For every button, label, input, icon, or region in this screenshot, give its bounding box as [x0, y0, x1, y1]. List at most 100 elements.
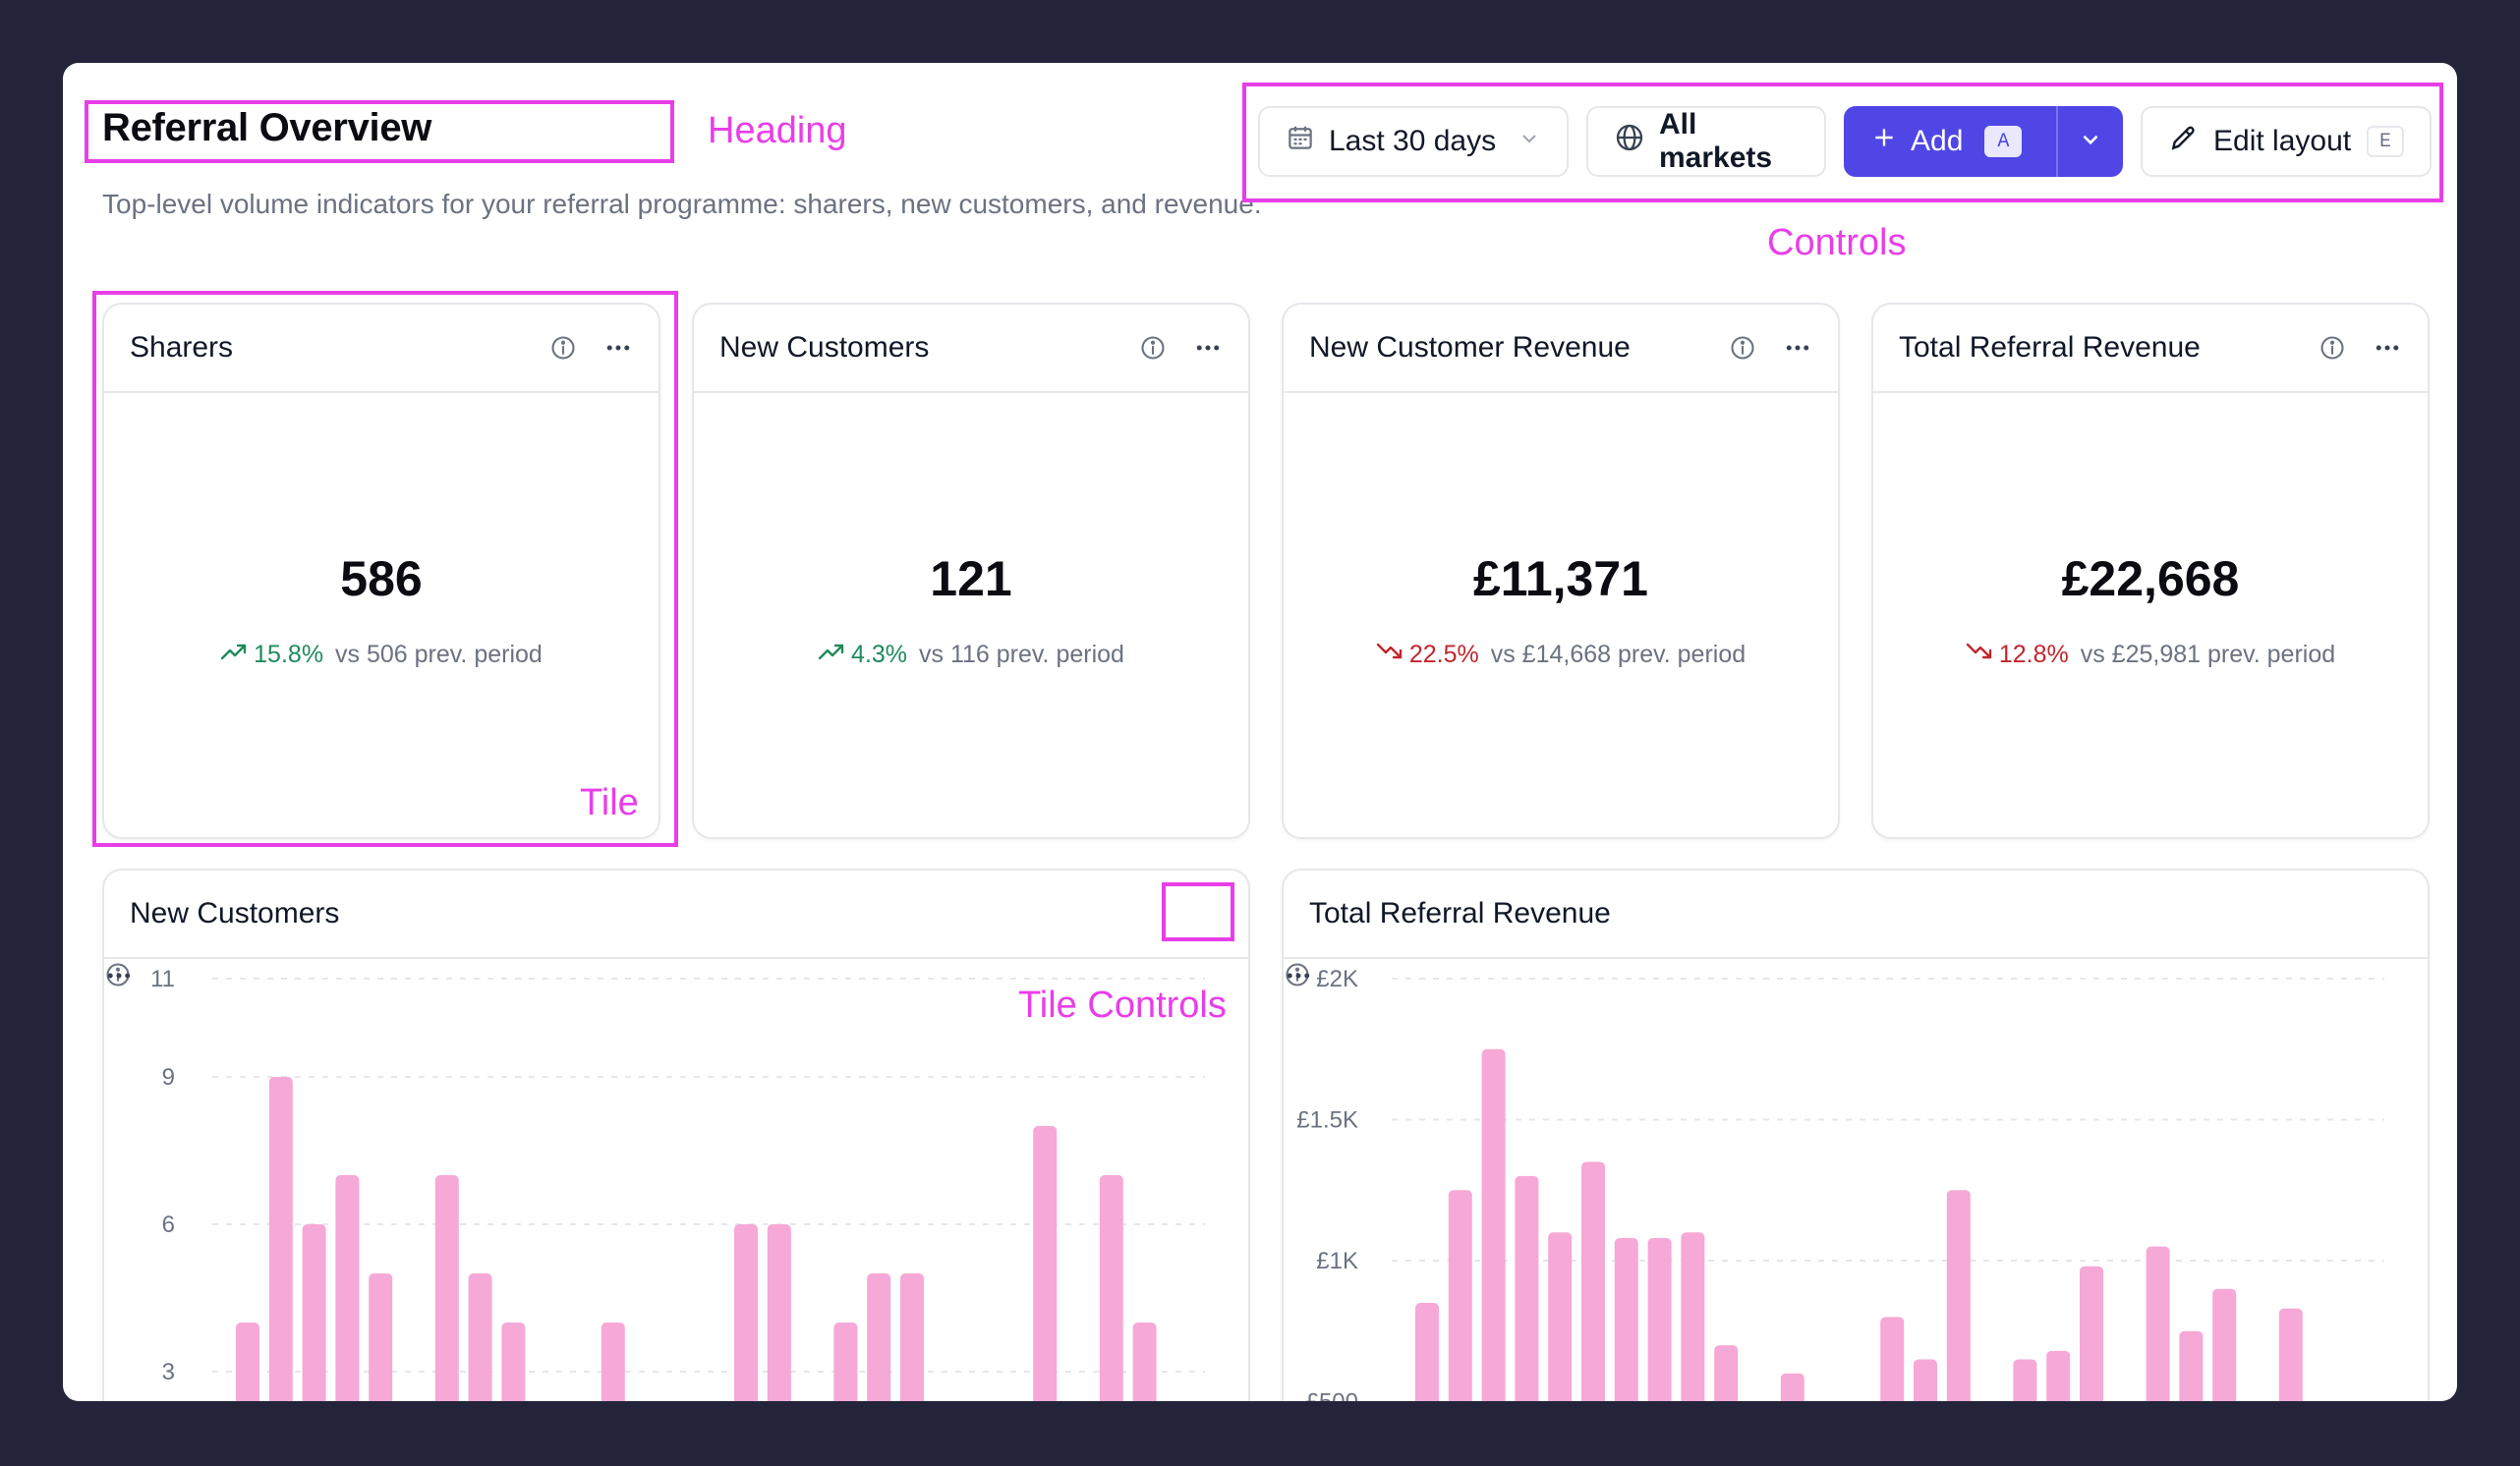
heading-annotation-box: [85, 100, 674, 163]
chart-bar[interactable]: [833, 1323, 858, 1401]
tile-title: New Customer Revenue: [1309, 331, 1631, 364]
chart-bar[interactable]: [1515, 1175, 1539, 1401]
page-description: Top-level volume indicators for your ref…: [102, 189, 1262, 219]
kpi-comparison: vs 116 prev. period: [919, 641, 1124, 668]
info-icon[interactable]: [1286, 899, 2347, 987]
chart-bar[interactable]: [1681, 1232, 1705, 1401]
chart-bar[interactable]: [302, 1224, 326, 1401]
chart-bar[interactable]: [1033, 1126, 1058, 1401]
chart-bar[interactable]: [1548, 1232, 1573, 1401]
chart-bar[interactable]: [1880, 1317, 1905, 1401]
chart-bar[interactable]: [1647, 1238, 1672, 1401]
chart-bar[interactable]: [2179, 1330, 2204, 1401]
chart-bar[interactable]: [2013, 1359, 2037, 1401]
markets-select[interactable]: All markets: [1586, 106, 1826, 177]
chart-bar[interactable]: [236, 1323, 259, 1401]
edit-layout-label: Edit layout: [2213, 125, 2352, 157]
chart-bar[interactable]: [601, 1323, 625, 1401]
tile-header: Total Referral Revenue: [1873, 305, 2428, 393]
tile-controls: [548, 333, 633, 363]
chart-bar[interactable]: [2212, 1288, 2237, 1401]
new-customers-bar-chart: 11 9 6 3: [150, 966, 1205, 1401]
more-options-icon[interactable]: [603, 333, 633, 363]
info-icon[interactable]: [2318, 333, 2347, 363]
chart-bar[interactable]: [1914, 1359, 1937, 1401]
more-options-icon[interactable]: [1783, 333, 1812, 363]
tile-title: Total Referral Revenue: [1899, 331, 2201, 364]
kpi-tile: New Customer Revenue £11,371 22.5%: [1282, 303, 1840, 839]
tile-controls: [1286, 899, 2402, 987]
kpi-comparison: vs 506 prev. period: [335, 641, 543, 668]
tile-title: Total Referral Revenue: [1309, 897, 1611, 930]
chart-bar[interactable]: [2080, 1266, 2103, 1401]
dashboard-window: Referral Overview Top-level volume indic…: [63, 63, 2457, 1401]
chart-bar[interactable]: [1581, 1161, 1605, 1401]
chart-bar[interactable]: [767, 1224, 791, 1401]
tile-header: New Customers: [104, 871, 1248, 987]
kpi-change-percent: 12.8%: [1998, 641, 2069, 668]
y-tick-label: £500: [1306, 1389, 1358, 1402]
calendar-icon: [1286, 123, 1315, 160]
controls-annotation-label: Controls: [1767, 222, 1907, 263]
kpi-value: 121: [930, 551, 1012, 606]
add-menu-toggle[interactable]: [2056, 106, 2123, 177]
toolbar: Last 30 days All markets Add A: [1258, 106, 2432, 177]
chart-bar[interactable]: [2046, 1350, 2071, 1401]
info-icon[interactable]: [1138, 333, 1168, 363]
more-options-icon[interactable]: [107, 899, 1223, 979]
add-button[interactable]: Add A: [1844, 106, 2056, 177]
kpi-delta: 22.5% vs £14,668 prev. period: [1284, 641, 1838, 669]
kpi-value: £11,371: [1473, 551, 1648, 606]
chart-bar[interactable]: [369, 1273, 393, 1401]
chart-bar[interactable]: [1099, 1175, 1123, 1401]
chart-bar[interactable]: [335, 1175, 360, 1401]
chart-bar[interactable]: [434, 1175, 459, 1401]
chart-bar[interactable]: [1780, 1373, 1804, 1401]
info-icon[interactable]: [548, 333, 578, 363]
chart-bar[interactable]: [268, 1077, 293, 1401]
chart-bar[interactable]: [2146, 1246, 2170, 1401]
chart-bar[interactable]: [468, 1273, 492, 1401]
chart-bar[interactable]: [1946, 1190, 1971, 1401]
trend-up-icon: [818, 641, 845, 669]
info-icon[interactable]: [1728, 333, 1757, 363]
chart-bar[interactable]: [501, 1323, 526, 1401]
edit-layout-button[interactable]: Edit layout E: [2141, 106, 2432, 177]
chart-bar[interactable]: [1614, 1238, 1638, 1401]
date-range-select[interactable]: Last 30 days: [1258, 106, 1569, 177]
tile-header: New Customer Revenue: [1284, 305, 1838, 393]
kpi-comparison: vs £25,981 prev. period: [2080, 641, 2336, 668]
kpi-body: £22,668 12.8% vs £25,981 prev. period: [1873, 395, 2428, 837]
chart-bar[interactable]: [1415, 1303, 1439, 1401]
chevron-down-icon: [2078, 127, 2103, 157]
chart-bar[interactable]: [2278, 1308, 2303, 1401]
y-tick-label: £2K: [1316, 966, 1358, 992]
chart-bar[interactable]: [1132, 1323, 1157, 1401]
more-options-icon[interactable]: [1193, 333, 1223, 363]
tile-controls: [1728, 333, 1812, 363]
add-label: Add: [1911, 125, 1964, 157]
kpi-change: 15.8%: [220, 641, 323, 669]
kpi-change: 12.8%: [1966, 641, 2069, 669]
more-options-icon[interactable]: [1287, 899, 2402, 979]
chart-bar[interactable]: [1448, 1190, 1472, 1401]
y-tick-label: 3: [162, 1359, 175, 1385]
date-range-label: Last 30 days: [1329, 125, 1497, 157]
chart-bar[interactable]: [1714, 1345, 1739, 1401]
kpi-tile: Sharers 586 15.8% vs 506: [102, 303, 660, 839]
y-tick-label: 6: [162, 1212, 175, 1238]
y-tick-label: 11: [150, 966, 175, 992]
kpi-change: 22.5%: [1376, 641, 1479, 669]
tile-title: Sharers: [130, 331, 234, 364]
chart-bar[interactable]: [734, 1224, 758, 1401]
markets-label: All markets: [1659, 108, 1773, 174]
trend-down-icon: [1376, 641, 1403, 669]
chart-bar[interactable]: [867, 1273, 891, 1401]
chart-bar[interactable]: [900, 1273, 924, 1401]
more-options-icon[interactable]: [2373, 333, 2402, 363]
kpi-value: £22,668: [2061, 551, 2240, 606]
chevron-down-icon: [1518, 125, 1541, 158]
chart-bar[interactable]: [1481, 1048, 1506, 1401]
add-split-button: Add A: [1844, 106, 2123, 177]
kpi-change-percent: 22.5%: [1408, 641, 1479, 668]
